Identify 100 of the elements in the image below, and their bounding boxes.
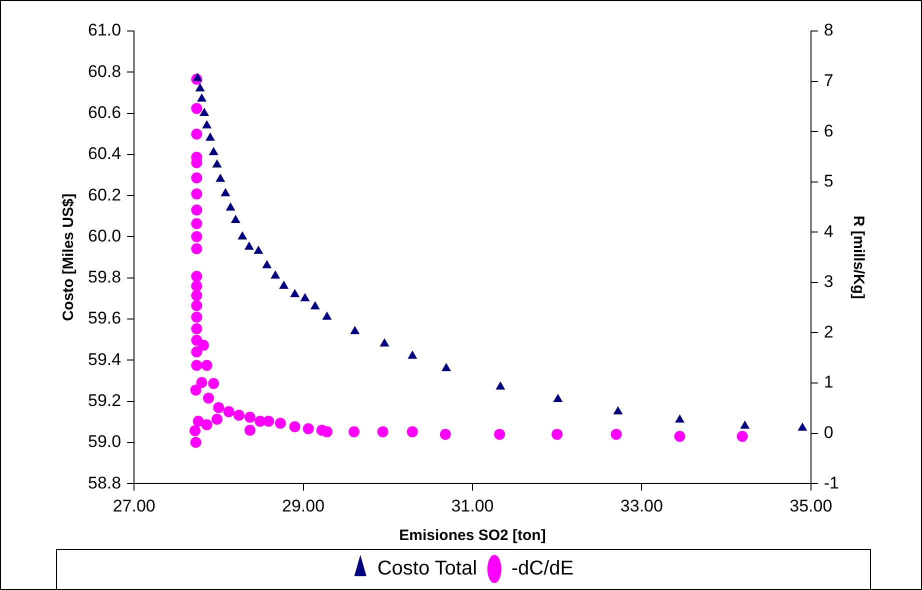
y-tick-label: 60.2 [88,185,122,204]
point [213,402,224,414]
point [203,392,214,404]
x-axis-title: Emisiones SO2 [ton] [399,527,546,544]
point [208,378,220,390]
legend-label: -dC/dE [511,558,574,580]
y-tick-label: 60.6 [88,102,122,122]
point [610,428,622,440]
point [191,102,202,114]
point [191,300,202,312]
point [494,428,506,440]
point [736,430,748,442]
point [674,414,685,423]
point [279,280,289,289]
point [202,120,212,128]
point [191,323,202,334]
point [380,338,390,346]
point [195,83,205,92]
point [191,128,202,140]
point [377,426,388,438]
point [191,290,202,302]
point [191,172,202,184]
point [290,288,300,298]
y2-tick-label: 5 [824,172,834,191]
point [223,406,234,418]
x-tick-label: 31.00 [451,496,494,516]
y2-tick-label: 0 [824,423,834,442]
point [613,406,623,414]
x-tick-label: 33.00 [620,496,663,516]
point [262,260,272,268]
point [201,419,212,430]
point [211,414,222,425]
x-tick-label: 35.00 [790,496,832,516]
point [191,346,202,358]
point [233,410,244,421]
point [192,72,202,82]
point [190,436,202,448]
y2-tick-label: 6 [824,121,834,140]
y-tick-label: 58.8 [88,473,122,492]
point [406,426,418,438]
y2-tick-label: -1 [824,473,840,492]
y-tick-label: 60.0 [88,226,122,246]
y2-tick-label: 3 [824,272,834,292]
point [408,350,418,359]
point [208,146,218,156]
point [553,394,563,402]
point [191,243,202,254]
point [191,280,202,292]
point [350,326,360,334]
point [238,231,248,240]
point [740,420,750,429]
x-tick-label: 29.00 [282,496,325,516]
point [190,384,202,396]
x-tick-label: 27.00 [112,496,156,516]
y-tick-label: 59.4 [88,350,122,369]
y-axis-title: Costo [Miles US$] [60,194,78,322]
point [300,292,310,302]
legend-label: Costo Total [377,558,478,580]
point [191,312,202,323]
y-tick-label: 60.8 [88,62,122,81]
y2-tick-label: 2 [824,322,834,342]
point [274,418,286,429]
point [191,204,202,216]
point [348,426,360,438]
point [440,428,451,440]
y-tick-label: 61.0 [88,20,122,40]
point [798,422,808,431]
point [191,231,202,242]
point [244,424,256,436]
point [191,188,202,200]
y2-axis-title: R [mills/Kg] [850,216,867,299]
y-tick-label: 59.2 [88,390,122,410]
point [322,311,332,320]
point [244,412,256,423]
point [191,218,202,230]
point [216,174,226,182]
point [191,360,202,371]
point [191,270,202,282]
point [244,242,254,250]
point [310,301,320,310]
point [220,188,230,196]
point [289,421,300,432]
y2-tick-label: 8 [824,20,834,40]
point [212,159,222,168]
y-tick-label: 60.4 [88,144,122,164]
point [201,360,212,371]
point [254,246,264,254]
point [197,93,207,102]
y-tick-label: 59.6 [88,308,122,328]
point [196,377,208,388]
point [198,340,209,351]
point [200,108,210,116]
point [552,428,563,440]
y2-tick-label: 1 [824,372,834,392]
y-tick-label: 59.8 [88,268,122,287]
y2-tick-label: 4 [824,222,834,241]
point [302,423,314,434]
point [230,214,240,224]
point [270,270,280,279]
point [226,202,236,211]
